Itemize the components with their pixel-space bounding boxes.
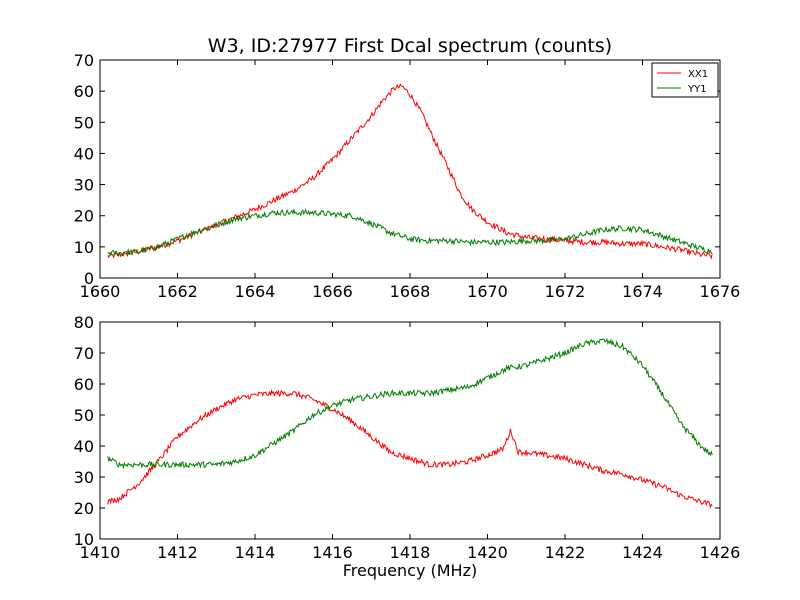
top-y-tick-label: 0 [84, 269, 94, 288]
bottom-y-tick-label: 70 [74, 344, 94, 363]
top-x-tick-label: 1672 [545, 282, 586, 301]
bottom-x-tick-label: 1424 [622, 543, 663, 562]
top-y-tick-label: 50 [74, 113, 94, 132]
top-x-tick-label: 1660 [80, 282, 121, 301]
top-y-tick-label: 10 [74, 238, 94, 257]
bottom-series-line-yy1 [107, 337, 713, 470]
top-panel: 1660 1662 1664 1666 1668 1670 1672 1674 1676 0 10 2… [74, 51, 741, 301]
bottom-y-tick-label: 80 [74, 313, 94, 332]
top-x-tick-label: 1676 [700, 282, 741, 301]
top-y-tick-label: 20 [74, 207, 94, 226]
bottom-x-tick-label: 1414 [235, 543, 276, 562]
bottom-x-tick-label: 1412 [157, 543, 198, 562]
top-x-tick-label: 1674 [622, 282, 663, 301]
legend-label-xx1: XX1 [688, 69, 708, 80]
bottom-y-tick-label: 50 [74, 406, 94, 425]
top-y-tick-label: 30 [74, 176, 94, 195]
bottom-x-tick-label: 1422 [545, 543, 586, 562]
top-y-tick-label: 40 [74, 144, 94, 163]
chart-title: W3, ID:27977 First Dcal spectrum (counts… [208, 35, 612, 57]
bottom-y-tick-label: 30 [74, 468, 94, 487]
bottom-x-tick-label: 1426 [700, 543, 741, 562]
top-x-tick-label: 1664 [235, 282, 276, 301]
x-axis-label: Frequency (MHz) [343, 561, 477, 580]
bottom-panel: 1410 1412 1414 1416 1418 1420 1422 1424 1426 10 20… [74, 313, 741, 562]
top-y-tick-label: 60 [74, 82, 94, 101]
bottom-x-tick-label: 1410 [80, 543, 121, 562]
top-x-tick-label: 1670 [467, 282, 508, 301]
bottom-y-tick-label: 20 [74, 499, 94, 518]
bottom-y-tick-label: 40 [74, 437, 94, 456]
bottom-y-tick-label: 10 [74, 530, 94, 549]
top-series-line-yy1 [107, 208, 713, 257]
legend-label-yy1: YY1 [687, 84, 707, 95]
top-x-tick-label: 1668 [390, 282, 431, 301]
legend-box [651, 62, 719, 98]
top-x-tick-label: 1666 [312, 282, 353, 301]
top-x-tick-label: 1662 [157, 282, 198, 301]
top-y-tick-label: 70 [74, 51, 94, 70]
bottom-x-tick-label: 1420 [467, 543, 508, 562]
bottom-series-line-xx1 [107, 388, 713, 509]
bottom-y-tick-label: 60 [74, 375, 94, 394]
bottom-x-tick-label: 1416 [312, 543, 353, 562]
bottom-x-tick-label: 1418 [390, 543, 431, 562]
